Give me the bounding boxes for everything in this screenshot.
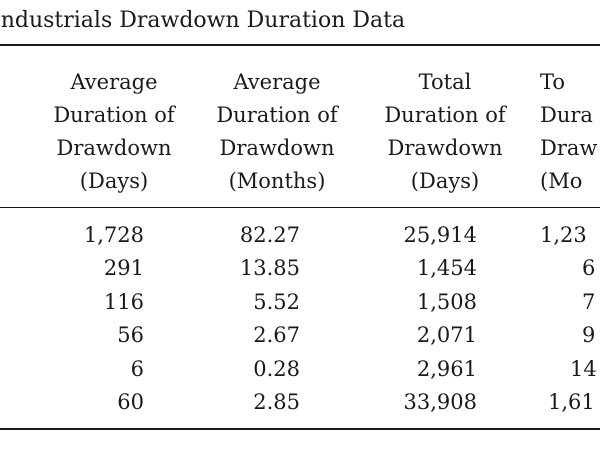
table-cell: 6 [582,256,596,280]
header-line: Drawdown [56,136,172,160]
header-line: Average [233,70,321,94]
header-rule [0,207,600,208]
header-line: Duration of [216,103,338,127]
header-line: Drawdown [387,136,503,160]
bottom-rule [0,428,600,430]
top-rule [0,44,600,46]
column-header-total-months: To Dura Draw (Mo [540,66,600,198]
header-line: Draw [540,136,598,160]
column-header-total-days: Total Duration of Drawdown (Days) [375,66,515,198]
header-line: (Days) [79,169,149,193]
header-line: Average [70,70,158,94]
column-header-avg-days: Average Duration of Drawdown (Days) [40,66,188,198]
table-cell: 7 [582,290,596,314]
table-cell: 2,071 [416,323,477,347]
header-line: Dura [540,103,593,127]
table-cell: 1,454 [416,256,477,280]
header-line: (Months) [228,169,326,193]
table-cell: 6 [130,357,144,381]
table-cell: 0.28 [253,357,300,381]
table-cell: 1,61 [548,390,595,414]
header-line: Duration of [384,103,506,127]
table-cell: 56 [117,323,144,347]
table-cell: 291 [103,256,144,280]
header-line: To [540,70,566,94]
header-line: Total [418,70,472,94]
table-cell: 25,914 [403,223,477,247]
table-cell: 1,728 [83,223,144,247]
table-cell: 13.85 [239,256,300,280]
table-cell: 1,508 [416,290,477,314]
table-cell: 14 [570,357,597,381]
header-line: (Mo [540,169,583,193]
table-cell: 82.27 [239,223,300,247]
table-cell: 116 [103,290,144,314]
table-cell: 5.52 [253,290,300,314]
header-line: (Days) [410,169,480,193]
table-cell: 60 [117,390,144,414]
table-cell: 1,23 [540,223,587,247]
table-cell: 2.85 [253,390,300,414]
header-line: Duration of [53,103,175,127]
table-cell: 2.67 [253,323,300,347]
column-header-avg-months: Average Duration of Drawdown (Months) [207,66,347,198]
header-line: Drawdown [219,136,335,160]
table-cell: 9 [582,323,596,347]
table-cell: 33,908 [403,390,477,414]
table-caption: Industrials Drawdown Duration Data [0,8,406,33]
table-cell: 2,961 [416,357,477,381]
